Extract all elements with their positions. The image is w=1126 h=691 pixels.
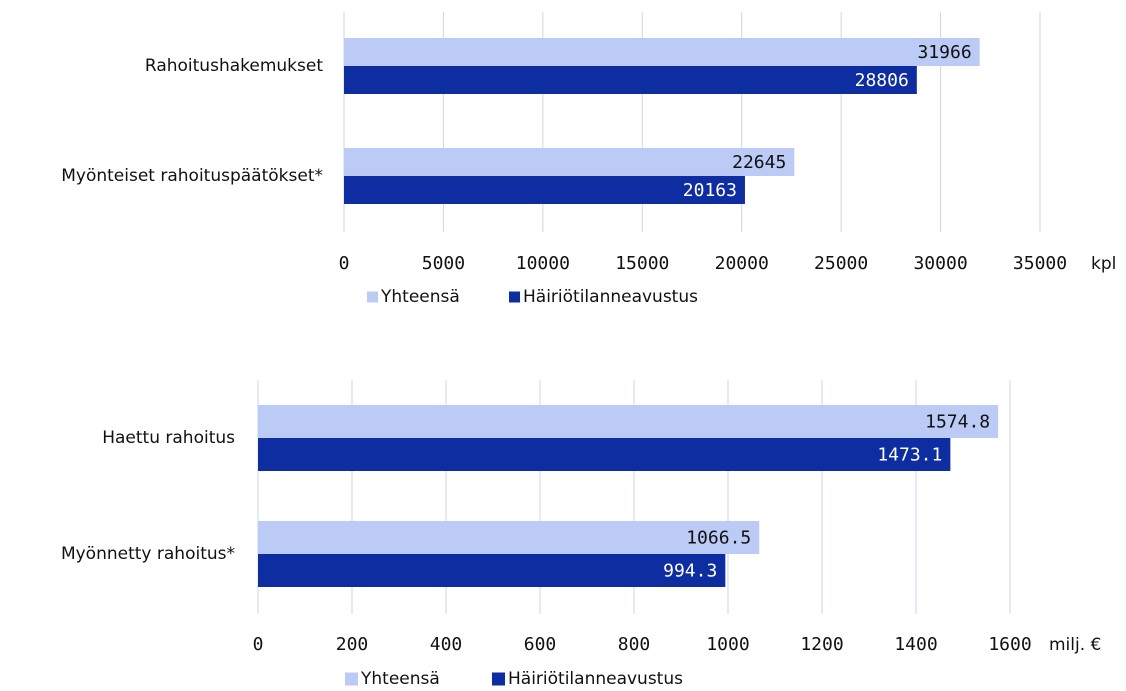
- x-tick-label: 200: [336, 634, 369, 655]
- x-tick-label: 0: [339, 253, 350, 274]
- data-label: 22645: [732, 152, 786, 173]
- x-tick-label: 15000: [615, 253, 669, 274]
- bar-yhteensa: [258, 405, 999, 438]
- legend-label: Yhteensä: [380, 287, 460, 307]
- bar-hairiotilanneavustus: [344, 66, 917, 94]
- category-label: Myönnetty rahoitus*: [61, 544, 235, 564]
- data-label: 31966: [917, 42, 971, 63]
- x-tick-label: 1400: [894, 634, 937, 655]
- legend-swatch: [345, 672, 358, 686]
- data-label: 994.3: [663, 561, 717, 582]
- data-label: 20163: [683, 180, 737, 201]
- x-tick-label: 25000: [814, 253, 868, 274]
- data-label: 1066.5: [686, 528, 751, 549]
- category-label: Haettu rahoitus: [102, 428, 235, 448]
- x-tick-label: 1600: [988, 634, 1031, 655]
- category-label: Myönteiset rahoituspäätökset*: [61, 166, 323, 186]
- bar-yhteensa: [344, 38, 980, 66]
- x-tick-label: 10000: [516, 253, 570, 274]
- data-label: 1473.1: [877, 445, 942, 466]
- x-tick-label: 20000: [715, 253, 769, 274]
- x-tick-label: 5000: [422, 253, 465, 274]
- x-unit-label: kpl: [1091, 254, 1116, 274]
- x-tick-label: 400: [430, 634, 463, 655]
- bar-hairiotilanneavustus: [258, 438, 951, 471]
- x-tick-label: 800: [618, 634, 651, 655]
- bar-yhteensa: [344, 148, 795, 176]
- chart-funding-applications-count: 0 5000 10000 15000 20000 25000 30000 35000 kpl Ra…: [61, 12, 1116, 307]
- x-tick-label: 1000: [706, 634, 749, 655]
- legend-label: Häiriötilanneavustus: [523, 287, 698, 307]
- category-label: Rahoitushakemukset: [145, 56, 323, 76]
- legend-swatch: [492, 672, 505, 686]
- bar-yhteensa: [258, 521, 760, 554]
- x-tick-label: 1200: [800, 634, 843, 655]
- chart-funding-amount-meur: 0 200 400 600 800 1000 1200 1400 1600 milj. € Haet…: [61, 380, 1101, 689]
- legend-swatch: [367, 291, 378, 303]
- bar-hairiotilanneavustus: [258, 554, 726, 587]
- x-tick-label: 35000: [1013, 253, 1067, 274]
- legend-swatch: [509, 291, 520, 303]
- x-tick-label: 0: [253, 634, 264, 655]
- legend-label: Yhteensä: [360, 669, 440, 689]
- legend-label: Häiriötilanneavustus: [508, 669, 683, 689]
- bar-hairiotilanneavustus: [344, 176, 745, 204]
- x-unit-label: milj. €: [1049, 635, 1101, 655]
- data-label: 28806: [855, 70, 909, 91]
- x-tick-label: 30000: [913, 253, 967, 274]
- data-label: 1574.8: [925, 412, 990, 433]
- x-tick-label: 600: [524, 634, 557, 655]
